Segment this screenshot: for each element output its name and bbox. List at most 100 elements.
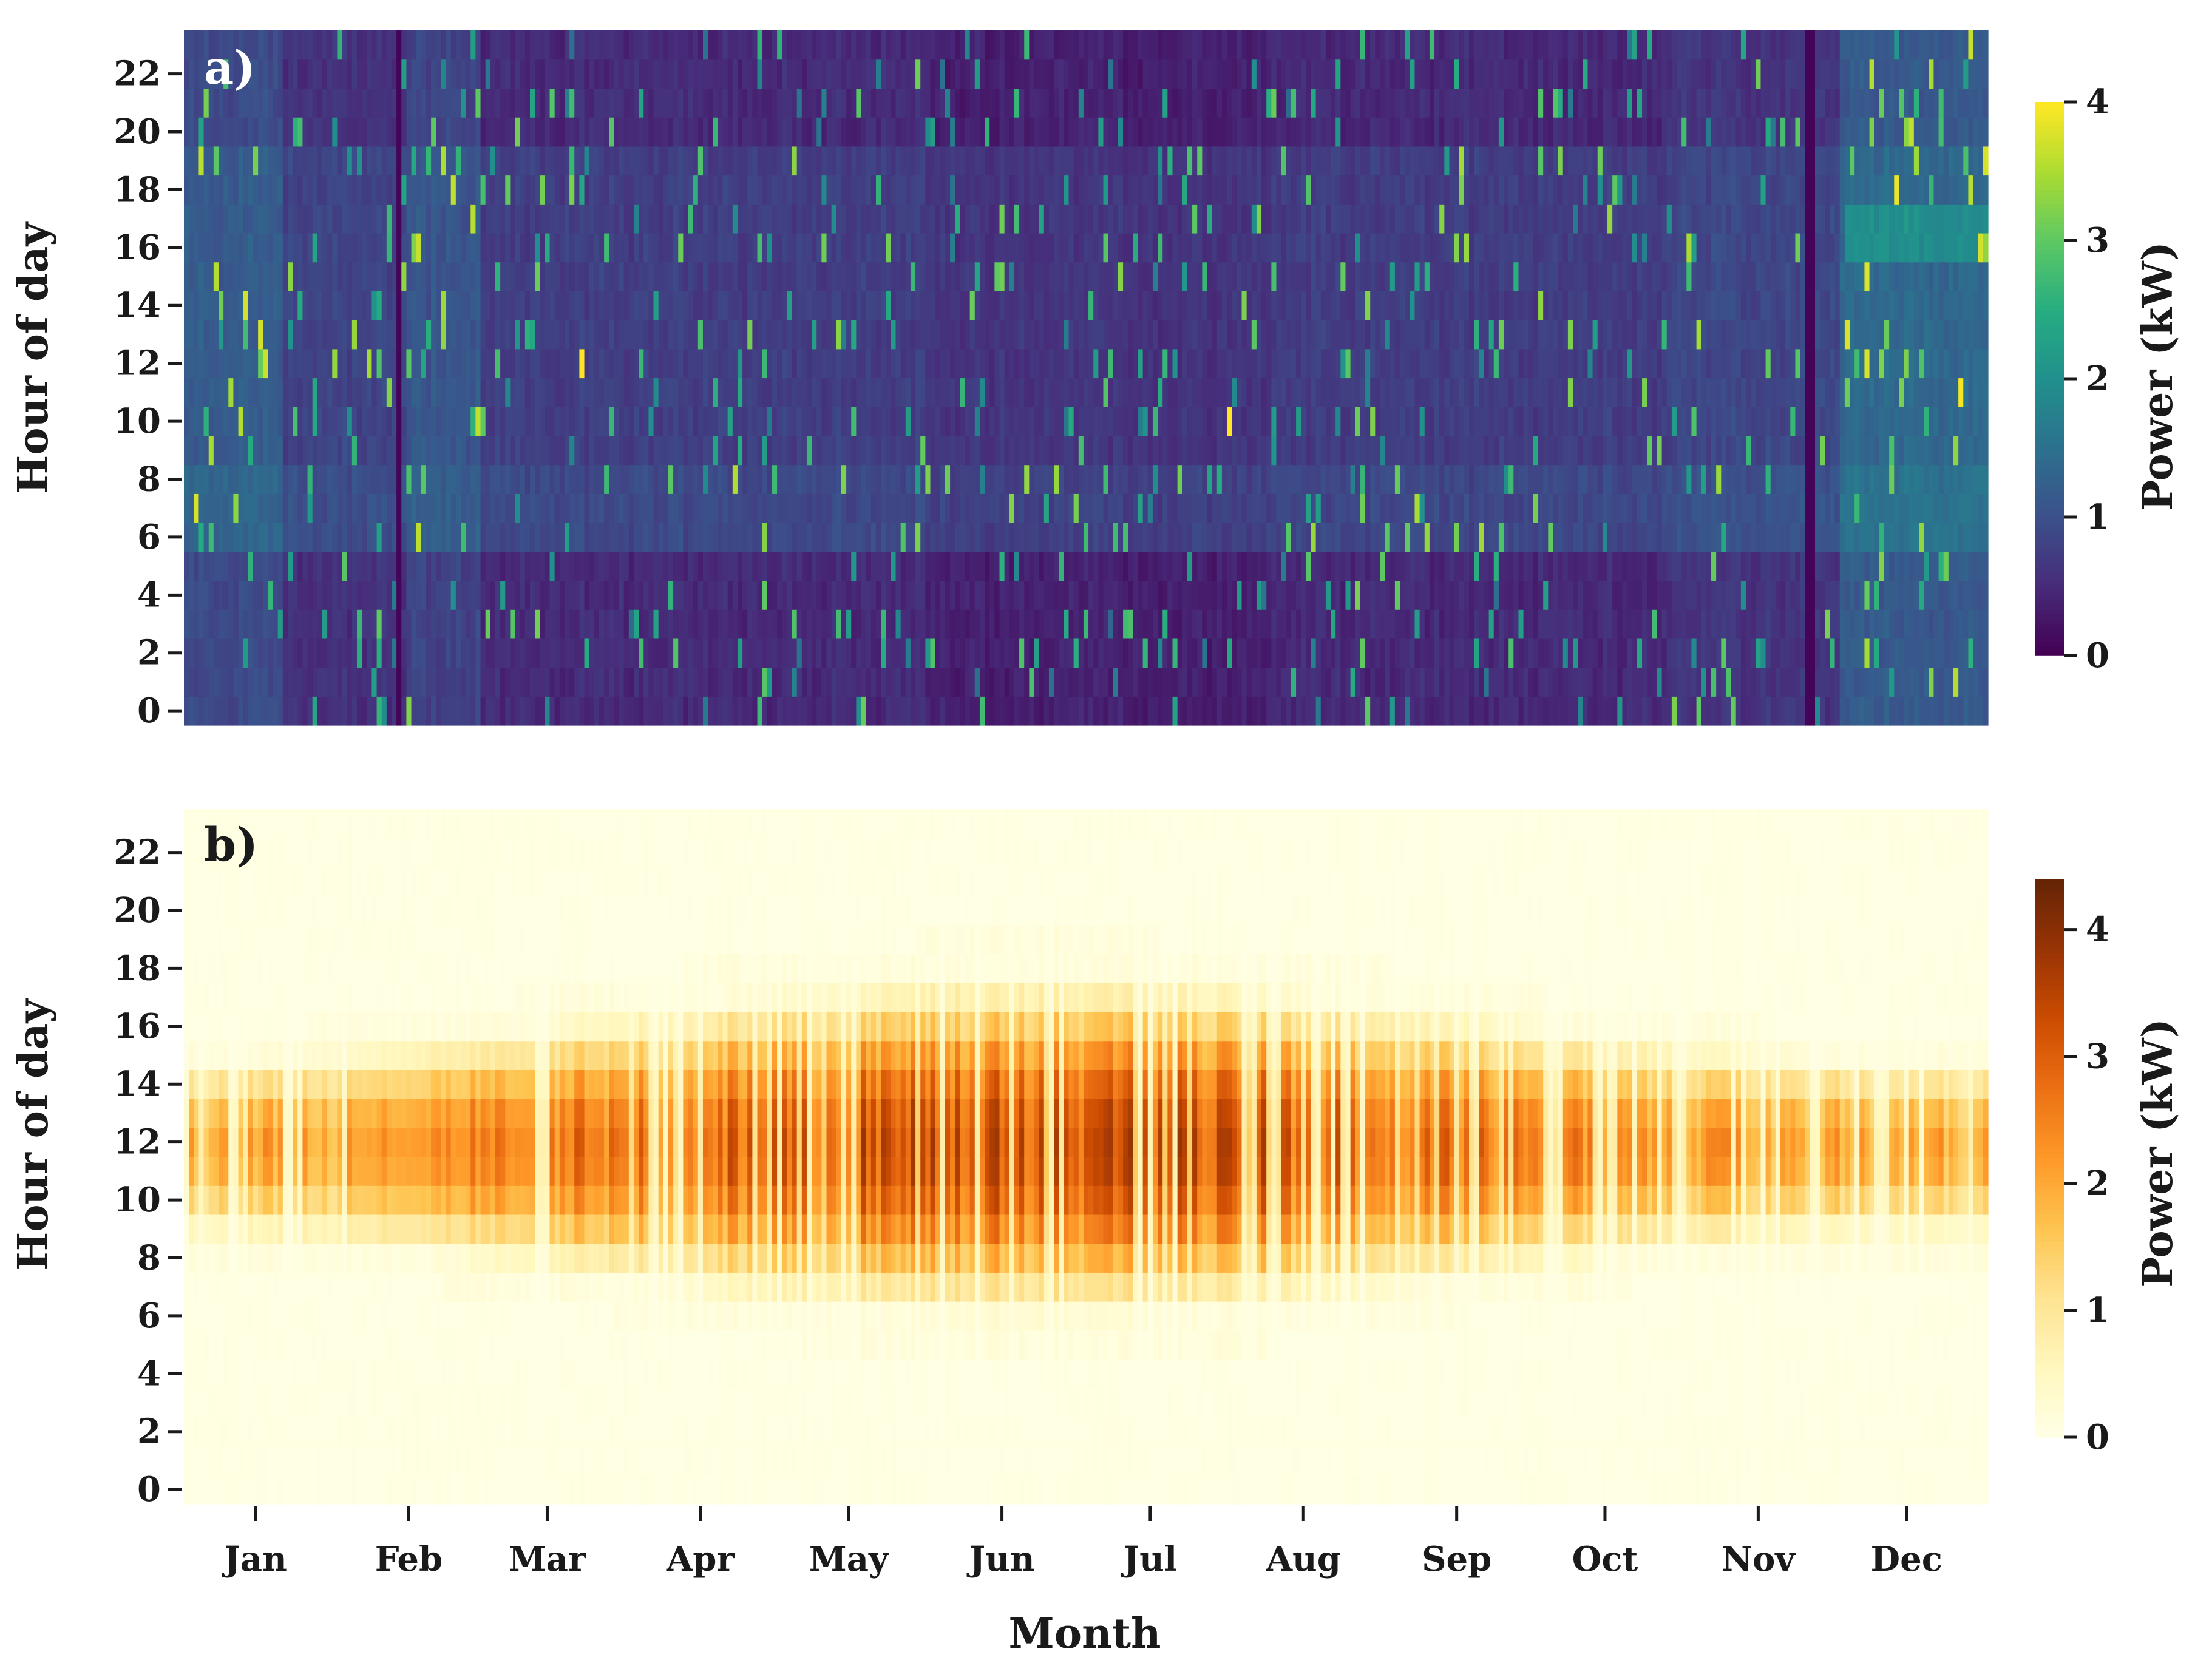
heatmap-cell [732,580,738,610]
heatmap-cell [500,146,506,176]
heatmap-cell [806,262,812,291]
heatmap-cell [619,204,625,234]
heatmap-cell [208,320,214,350]
heatmap-cell [391,30,397,60]
heatmap-cell [742,551,748,581]
heatmap-cell [258,435,263,466]
heatmap-cell [777,59,782,89]
heatmap-cell [198,638,205,668]
heatmap-cell [856,407,862,436]
heatmap-cell [930,378,936,407]
heatmap-cell [668,88,674,118]
heatmap-cell [648,551,654,581]
heatmap-cell [1138,204,1144,234]
heatmap-cell [826,464,832,494]
heatmap-cell [1073,580,1079,610]
heatmap-cell [1192,232,1198,263]
heatmap-cell [1054,117,1059,147]
heatmap-cell [1172,696,1178,726]
heatmap-cell [490,117,496,147]
heatmap-cell [821,291,827,320]
heatmap-cell [297,638,304,668]
heatmap-cell [293,175,298,205]
heatmap-cell [841,609,847,639]
heatmap-cell [905,88,911,118]
heatmap-cell [490,232,496,263]
heatmap-cell [564,407,570,436]
heatmap-cell [371,551,378,581]
heatmap-cell [520,378,526,407]
heatmap-cell [401,638,407,668]
heatmap-cell [277,232,283,263]
heatmap-cell [999,175,1005,205]
heatmap-cell [609,523,614,552]
heatmap-cell [1142,493,1148,523]
heatmap-cell [524,609,531,639]
heatmap-cell [367,638,373,668]
heatmap-cell [787,146,793,176]
heatmap-cell [219,609,224,639]
heatmap-cell [371,667,378,697]
heatmap-cell [623,262,629,291]
heatmap-cell [574,175,580,205]
heatmap-cell [441,88,447,118]
heatmap-cell [1158,59,1163,89]
heatmap-cell [796,609,802,639]
heatmap-cell [371,493,378,523]
heatmap-cell [510,551,516,581]
heatmap-cell [846,609,852,639]
heatmap-cell [485,464,491,494]
heatmap-cell [524,580,531,610]
heatmap-cell [431,232,436,263]
heatmap-cell [683,523,689,552]
heatmap-cell [1009,291,1015,320]
heatmap-cell [1054,320,1059,350]
heatmap-cell [1009,88,1015,118]
heatmap-cell [485,609,491,639]
heatmap-cell [396,262,402,291]
heatmap-cell [787,609,793,639]
heatmap-cell [386,175,392,205]
heatmap-cell [1073,175,1079,205]
heatmap-cell [1138,464,1144,494]
heatmap-cell [1064,696,1070,726]
heatmap-cell [1064,638,1070,668]
heatmap-cell [446,175,452,205]
heatmap-cell [782,117,787,147]
heatmap-cell [1009,320,1015,350]
heatmap-cell [1098,117,1104,147]
heatmap-cell [1187,30,1193,60]
heatmap-cell [441,320,447,350]
heatmap-cell [955,493,960,523]
heatmap-cell [940,407,946,436]
heatmap-cell [856,638,862,668]
heatmap-cell [401,30,407,60]
heatmap-cell [549,204,555,234]
heatmap-cell [574,320,580,350]
heatmap-cell [208,667,214,697]
heatmap-cell [490,435,496,466]
heatmap-cell [559,378,565,407]
heatmap-cell [351,435,358,466]
heatmap-cell [940,638,946,668]
heatmap-cell [470,435,476,466]
heatmap-cell [564,204,570,234]
heatmap-cell [317,204,323,234]
heatmap-cell [915,493,921,523]
heatmap-cell [287,175,293,205]
heatmap-cell [219,146,224,176]
heatmap-cell [643,262,649,291]
heatmap-cell [1118,580,1124,610]
heatmap-cell [268,696,274,726]
heatmap-cell [999,291,1005,320]
heatmap-cell [228,232,234,263]
heatmap-cell [1068,262,1074,291]
heatmap-cell [431,464,436,494]
heatmap-cell [623,464,629,494]
heatmap-cell [297,464,304,494]
heatmap-cell [777,667,782,697]
heatmap-cell [485,117,491,147]
heatmap-cell [1014,232,1020,263]
heatmap-cell [955,146,960,176]
heatmap-cell [268,435,274,466]
